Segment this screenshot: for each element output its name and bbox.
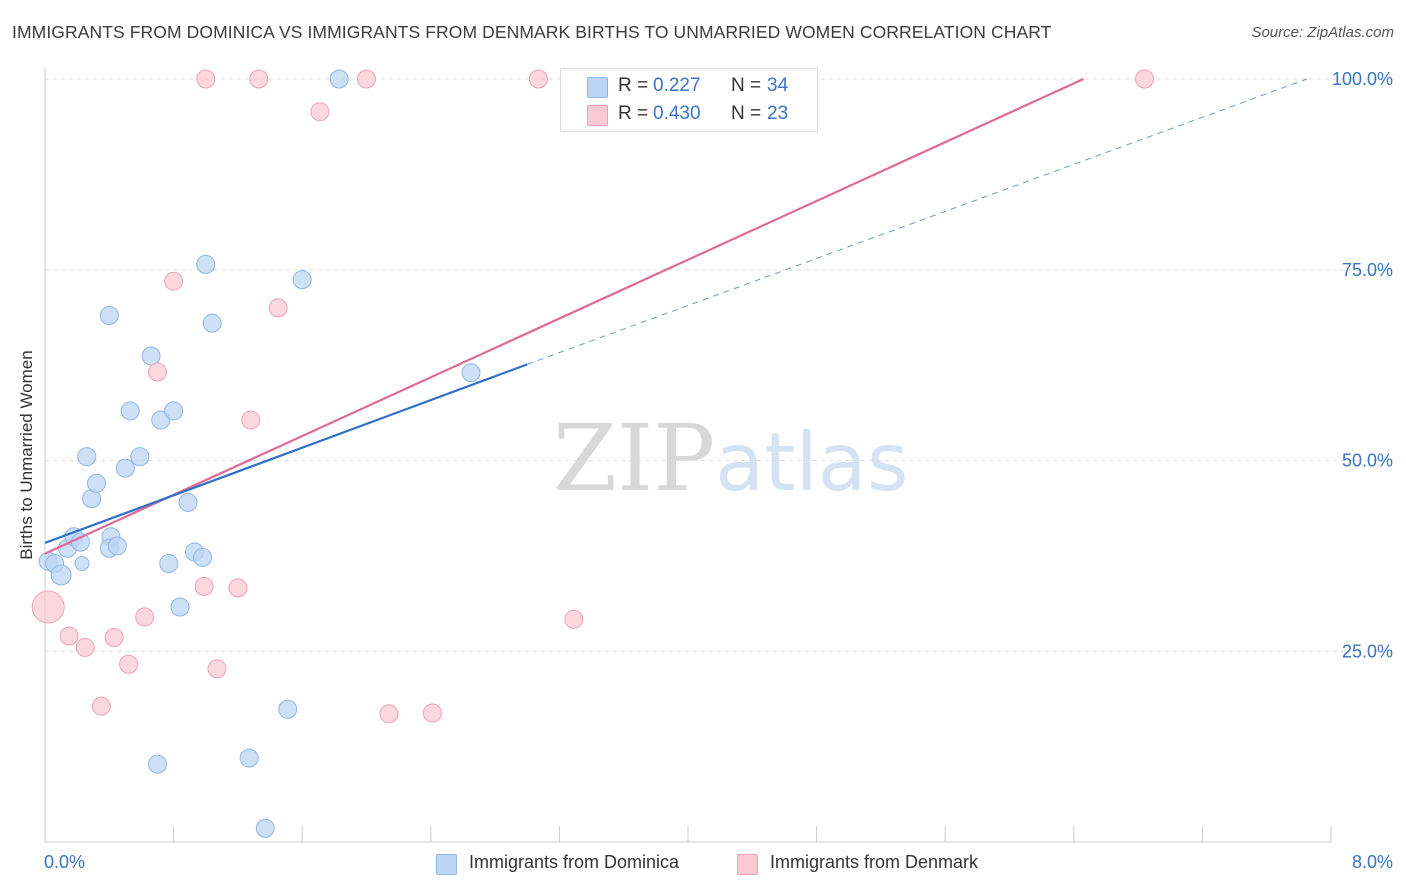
denmark-point: [91, 696, 111, 716]
dominica-point: [70, 532, 90, 552]
dominica-point: [255, 818, 275, 838]
denmark-point: [249, 69, 269, 89]
dominica-point: [115, 458, 135, 478]
denmark-point: [59, 626, 79, 646]
dominica-point: [141, 346, 161, 366]
denmark-point: [241, 410, 261, 430]
dominica-point: [130, 447, 150, 467]
n-value: 34: [767, 75, 789, 96]
dominica-point: [178, 492, 198, 512]
dominica-point: [170, 597, 190, 617]
dominica-point: [193, 547, 213, 567]
denmark-point: [310, 102, 330, 122]
y-tick-label: 75.0%: [1342, 260, 1393, 280]
dominica-trend-line: [44, 363, 528, 544]
denmark-point: [1135, 69, 1155, 89]
denmark-point: [31, 590, 65, 624]
dominica-point: [292, 270, 312, 290]
denmark-point: [422, 703, 442, 723]
dominica-point: [239, 748, 259, 768]
bottom-legend-label: Immigrants from Denmark: [770, 852, 979, 872]
dominica-point: [107, 536, 127, 556]
dominica-point: [278, 699, 298, 719]
dominica-point: [202, 313, 222, 333]
denmark-point: [119, 654, 139, 674]
denmark-swatch: [737, 854, 758, 875]
denmark-point: [379, 704, 399, 724]
denmark-point: [148, 362, 168, 382]
denmark-point: [357, 69, 376, 89]
correlation-legend: R = 0.227 N = 34 R = 0.430 N = 23: [560, 68, 818, 132]
x-tick-label-min: 0.0%: [44, 852, 86, 872]
bottom-legend-label: Immigrants from Dominica: [469, 852, 680, 872]
y-axis-label: Births to Unmarried Women: [17, 350, 36, 560]
zipatlas-watermark: ZIPatlas: [553, 405, 909, 512]
denmark-point: [268, 298, 288, 318]
y-tick-label: 100.0%: [1332, 69, 1393, 89]
denmark-swatch: [587, 105, 608, 126]
n-label: N =: [731, 103, 762, 124]
x-tick-label-max: 8.0%: [1351, 852, 1393, 872]
denmark-point: [75, 637, 95, 657]
denmark-point: [564, 609, 584, 629]
source-label: Source: ZipAtlas.com: [1251, 24, 1394, 41]
r-label: R =: [618, 103, 649, 124]
dominica-point: [461, 363, 481, 383]
denmark-point: [529, 69, 549, 89]
denmark-point: [104, 628, 124, 648]
dominica-point: [151, 410, 171, 430]
n-value: 23: [767, 103, 789, 124]
y-tick-label: 50.0%: [1342, 451, 1393, 471]
dominica-point: [74, 556, 90, 572]
dominica-point: [120, 401, 140, 421]
denmark-trend-line: [44, 77, 1084, 555]
dominica-point: [99, 306, 119, 326]
dominica-point: [50, 564, 72, 586]
denmark-point: [164, 271, 184, 291]
dominica-swatch: [436, 854, 457, 875]
denmark-point: [228, 578, 248, 598]
n-label: N =: [731, 75, 762, 96]
dominica-point: [148, 754, 168, 774]
denmark-point: [135, 607, 155, 627]
r-label: R =: [618, 75, 649, 96]
dominica-point: [159, 554, 179, 574]
dominica-point: [86, 473, 106, 493]
denmark-point: [196, 69, 216, 89]
dominica-point: [164, 401, 184, 421]
r-value: 0.227: [653, 75, 701, 96]
y-tick-label: 25.0%: [1342, 641, 1393, 661]
denmark-point: [207, 659, 227, 679]
chart-title: IMMIGRANTS FROM DOMINICA VS IMMIGRANTS F…: [12, 22, 1052, 42]
dominica-point: [77, 447, 97, 467]
denmark-point: [194, 576, 214, 596]
dominica-point: [329, 69, 349, 89]
dominica-point: [196, 254, 216, 274]
r-value: 0.430: [653, 103, 701, 124]
dominica-swatch: [587, 77, 608, 98]
